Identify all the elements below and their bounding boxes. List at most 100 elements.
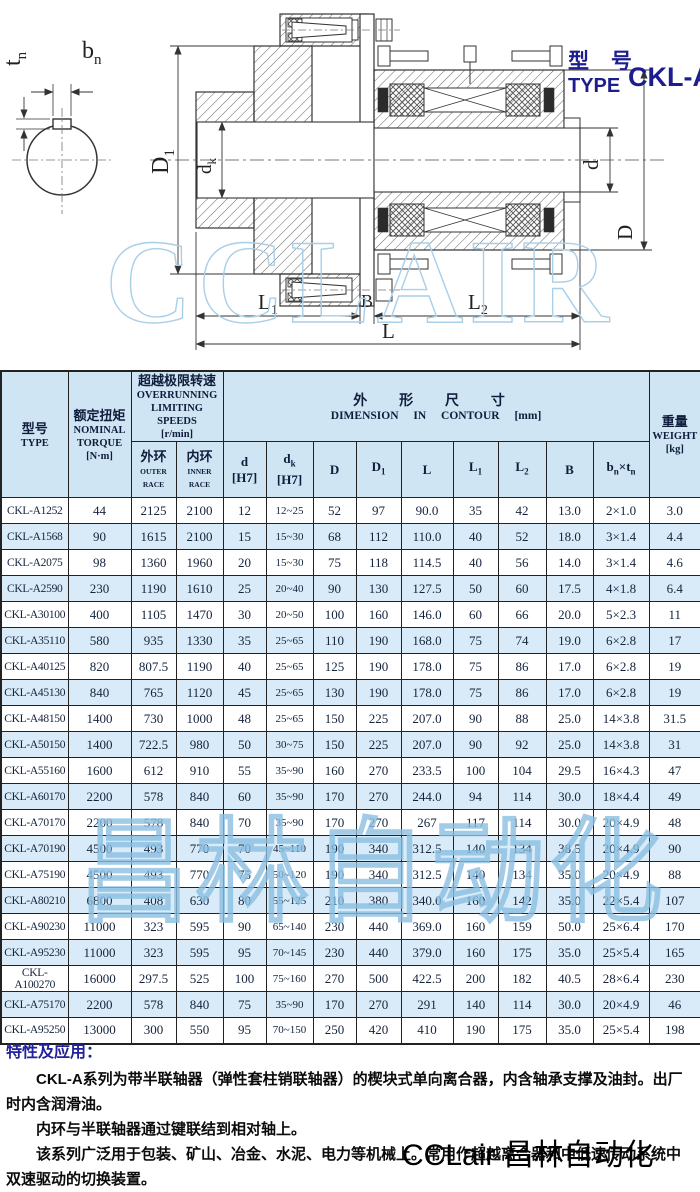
col-header-L1: L1 [452,441,499,498]
value-cell: 47 [648,757,700,784]
value-cell: 369.0 [400,913,454,940]
table-row: CKL-A2590 230 1190 1610 25 20~40 90 130 127.5 50 6… [0,575,700,602]
col-header-bntn: bn×tn [592,441,650,498]
value-cell: 140 [452,835,499,862]
value-cell: 630 [175,887,224,914]
value-cell: 90.0 [400,497,454,524]
value-cell: 525 [175,965,224,992]
value-cell: 980 [175,731,224,758]
value-cell: 88 [648,861,700,888]
dim-label-tn: tn [0,51,30,66]
value-cell: 1600 [67,757,132,784]
value-cell: 112 [355,523,402,550]
value-cell: 40 [452,523,499,550]
value-cell: 500 [355,965,402,992]
value-cell: 578 [130,809,177,836]
value-cell: 15~30 [265,523,314,550]
value-cell: 11000 [67,913,132,940]
value-cell: 104 [497,757,547,784]
value-cell: 840 [175,991,224,1018]
dim-label-D1: D1 [148,149,178,174]
dim-label-L1: L1 [258,290,278,318]
value-cell: 100 [312,601,357,628]
drawing-watermark: CCLAIR [105,215,614,348]
notes-heading: 特性及应用： [6,1044,103,1061]
value-cell: 100 [452,757,499,784]
type-label-zh: 型 号 [568,50,640,73]
value-cell: 45 [222,679,267,706]
model-cell: CKL-A1252 [0,497,69,524]
value-cell: 840 [175,809,224,836]
value-cell: 230 [648,965,700,992]
value-cell: 730 [130,705,177,732]
value-cell: 270 [355,783,402,810]
value-cell: 75 [222,861,267,888]
value-cell: 25×5.4 [592,1017,650,1044]
table-row: CKL-A40125 820 807.5 1190 40 25~65 125 190 178.0… [0,653,700,680]
value-cell: 118 [355,549,402,576]
value-cell: 190 [355,679,402,706]
value-cell: 98 [67,549,132,576]
value-cell: 12~25 [265,497,314,524]
value-cell: 160 [452,887,499,914]
value-cell: 42 [497,497,547,524]
value-cell: 20×4.9 [592,809,650,836]
value-cell: 230 [312,913,357,940]
value-cell: 182 [497,965,547,992]
value-cell: 11000 [67,939,132,966]
value-cell: 17 [648,627,700,654]
value-cell: 35.0 [545,887,594,914]
table-row: CKL-A80210 6800 408 630 80 55~125 210 380 340.0 1… [0,887,700,914]
table-row: CKL-A70190 4500 493 770 70 45~110 190 340 312.5 1… [0,835,700,862]
value-cell: 19 [648,679,700,706]
value-cell: 765 [130,679,177,706]
value-cell: 16000 [67,965,132,992]
dim-label-d: d [579,159,603,170]
value-cell: 270 [355,809,402,836]
model-cell: CKL-A75170 [0,991,69,1018]
value-cell: 40 [222,653,267,680]
elastic-pin-bottom [282,277,400,303]
value-cell: 30~75 [265,731,314,758]
notes-paragraph-2: 内环与半联轴器通过键联结到相对轴上。 [36,1121,307,1138]
value-cell: 100 [222,965,267,992]
value-cell: 25×6.4 [592,913,650,940]
value-cell: 2200 [67,991,132,1018]
value-cell: 408 [130,887,177,914]
value-cell: 25.0 [545,731,594,758]
model-cell: CKL-A60170 [0,783,69,810]
value-cell: 18×4.4 [592,783,650,810]
model-cell: CKL-A70190 [0,835,69,862]
value-cell: 1105 [130,601,177,628]
value-cell: 90 [312,575,357,602]
value-cell: 48 [648,809,700,836]
value-cell: 595 [175,939,224,966]
value-cell: 160 [452,913,499,940]
value-cell: 30.0 [545,809,594,836]
model-cell: CKL-A30100 [0,601,69,628]
dim-label-bn: bn [82,38,102,68]
value-cell: 60 [222,783,267,810]
value-cell: 70 [222,835,267,862]
value-cell: 722.5 [130,731,177,758]
value-cell: 114 [497,783,547,810]
value-cell: 114 [497,809,547,836]
value-cell: 6800 [67,887,132,914]
table-row: CKL-A75170 2200 578 840 75 35~90 170 270 291 140 1… [0,991,700,1018]
value-cell: 150 [312,705,357,732]
value-cell: 1615 [130,523,177,550]
value-cell: 25×5.4 [592,939,650,966]
value-cell: 578 [130,991,177,1018]
value-cell: 3.0 [648,497,700,524]
value-cell: 45~110 [265,835,314,862]
value-cell: 19 [648,653,700,680]
value-cell: 207.0 [400,731,454,758]
value-cell: 170 [312,783,357,810]
value-cell: 35~90 [265,757,314,784]
value-cell: 150 [312,731,357,758]
value-cell: 175 [497,939,547,966]
value-cell: 50~120 [265,861,314,888]
value-cell: 130 [312,679,357,706]
col-header-d: d [H7] [222,441,267,498]
